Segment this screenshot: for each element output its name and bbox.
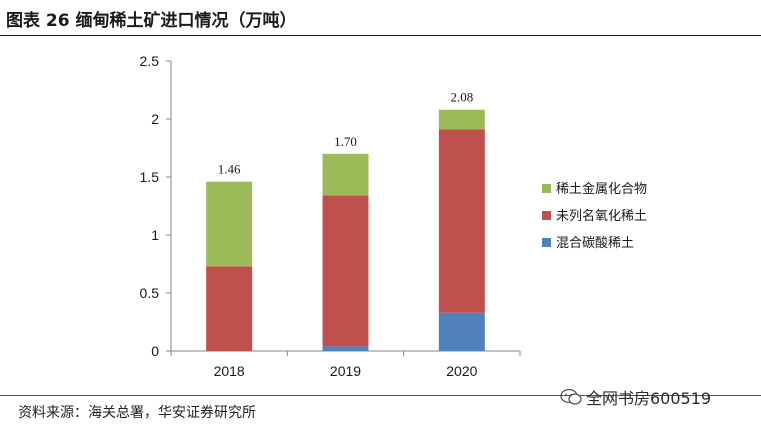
bar-segment-稀土金属化合物 [206, 181, 253, 267]
legend-label: 混合碳酸稀土 [556, 236, 634, 251]
total-data-label: 2.08 [450, 90, 473, 105]
bar-segment-未列名氧化稀土 [438, 129, 485, 313]
stacked-bar-chart: 0 0.5 1 1.5 2 2.5 1.46 2018 1.70 2019 2.08 2020 稀土金属… [140, 53, 647, 379]
y-tick-label: 0 [151, 343, 159, 359]
legend-swatch [542, 211, 551, 220]
bar-segment-未列名氧化稀土 [322, 195, 369, 347]
watermark: 全网书房600519 [560, 385, 711, 409]
watermark-text: 全网书房600519 [586, 389, 712, 408]
footer-rule [0, 395, 761, 396]
bar-segment-稀土金属化合物 [438, 109, 485, 130]
total-data-label: 1.70 [334, 134, 357, 149]
bar-segment-混合碳酸稀土 [322, 346, 369, 351]
title-rule [0, 35, 761, 36]
y-tick-label: 0.5 [140, 285, 160, 301]
bar-segment-稀土金属化合物 [322, 153, 369, 196]
total-data-label: 1.46 [218, 162, 241, 177]
source-note: 资料来源：海关总署，华安证券研究所 [18, 405, 256, 421]
legend-label: 稀土金属化合物 [556, 181, 647, 197]
y-tick-label: 2 [151, 111, 159, 127]
legend-label: 未列名氧化稀土 [556, 208, 647, 224]
y-tick-label: 2.5 [140, 53, 160, 69]
legend-swatch [542, 184, 551, 193]
x-tick-label: 2020 [446, 363, 477, 379]
figure-title: 图表 26 缅甸稀土矿进口情况（万吨） [6, 11, 297, 31]
legend-swatch [542, 238, 551, 247]
bar-segment-未列名氧化稀土 [206, 266, 253, 351]
y-tick-label: 1.5 [140, 169, 160, 185]
x-tick-label: 2019 [330, 363, 361, 379]
bar-segment-混合碳酸稀土 [438, 312, 485, 351]
wechat-icon [560, 388, 582, 405]
y-tick-label: 1 [151, 227, 159, 243]
x-tick-label: 2018 [214, 363, 245, 379]
